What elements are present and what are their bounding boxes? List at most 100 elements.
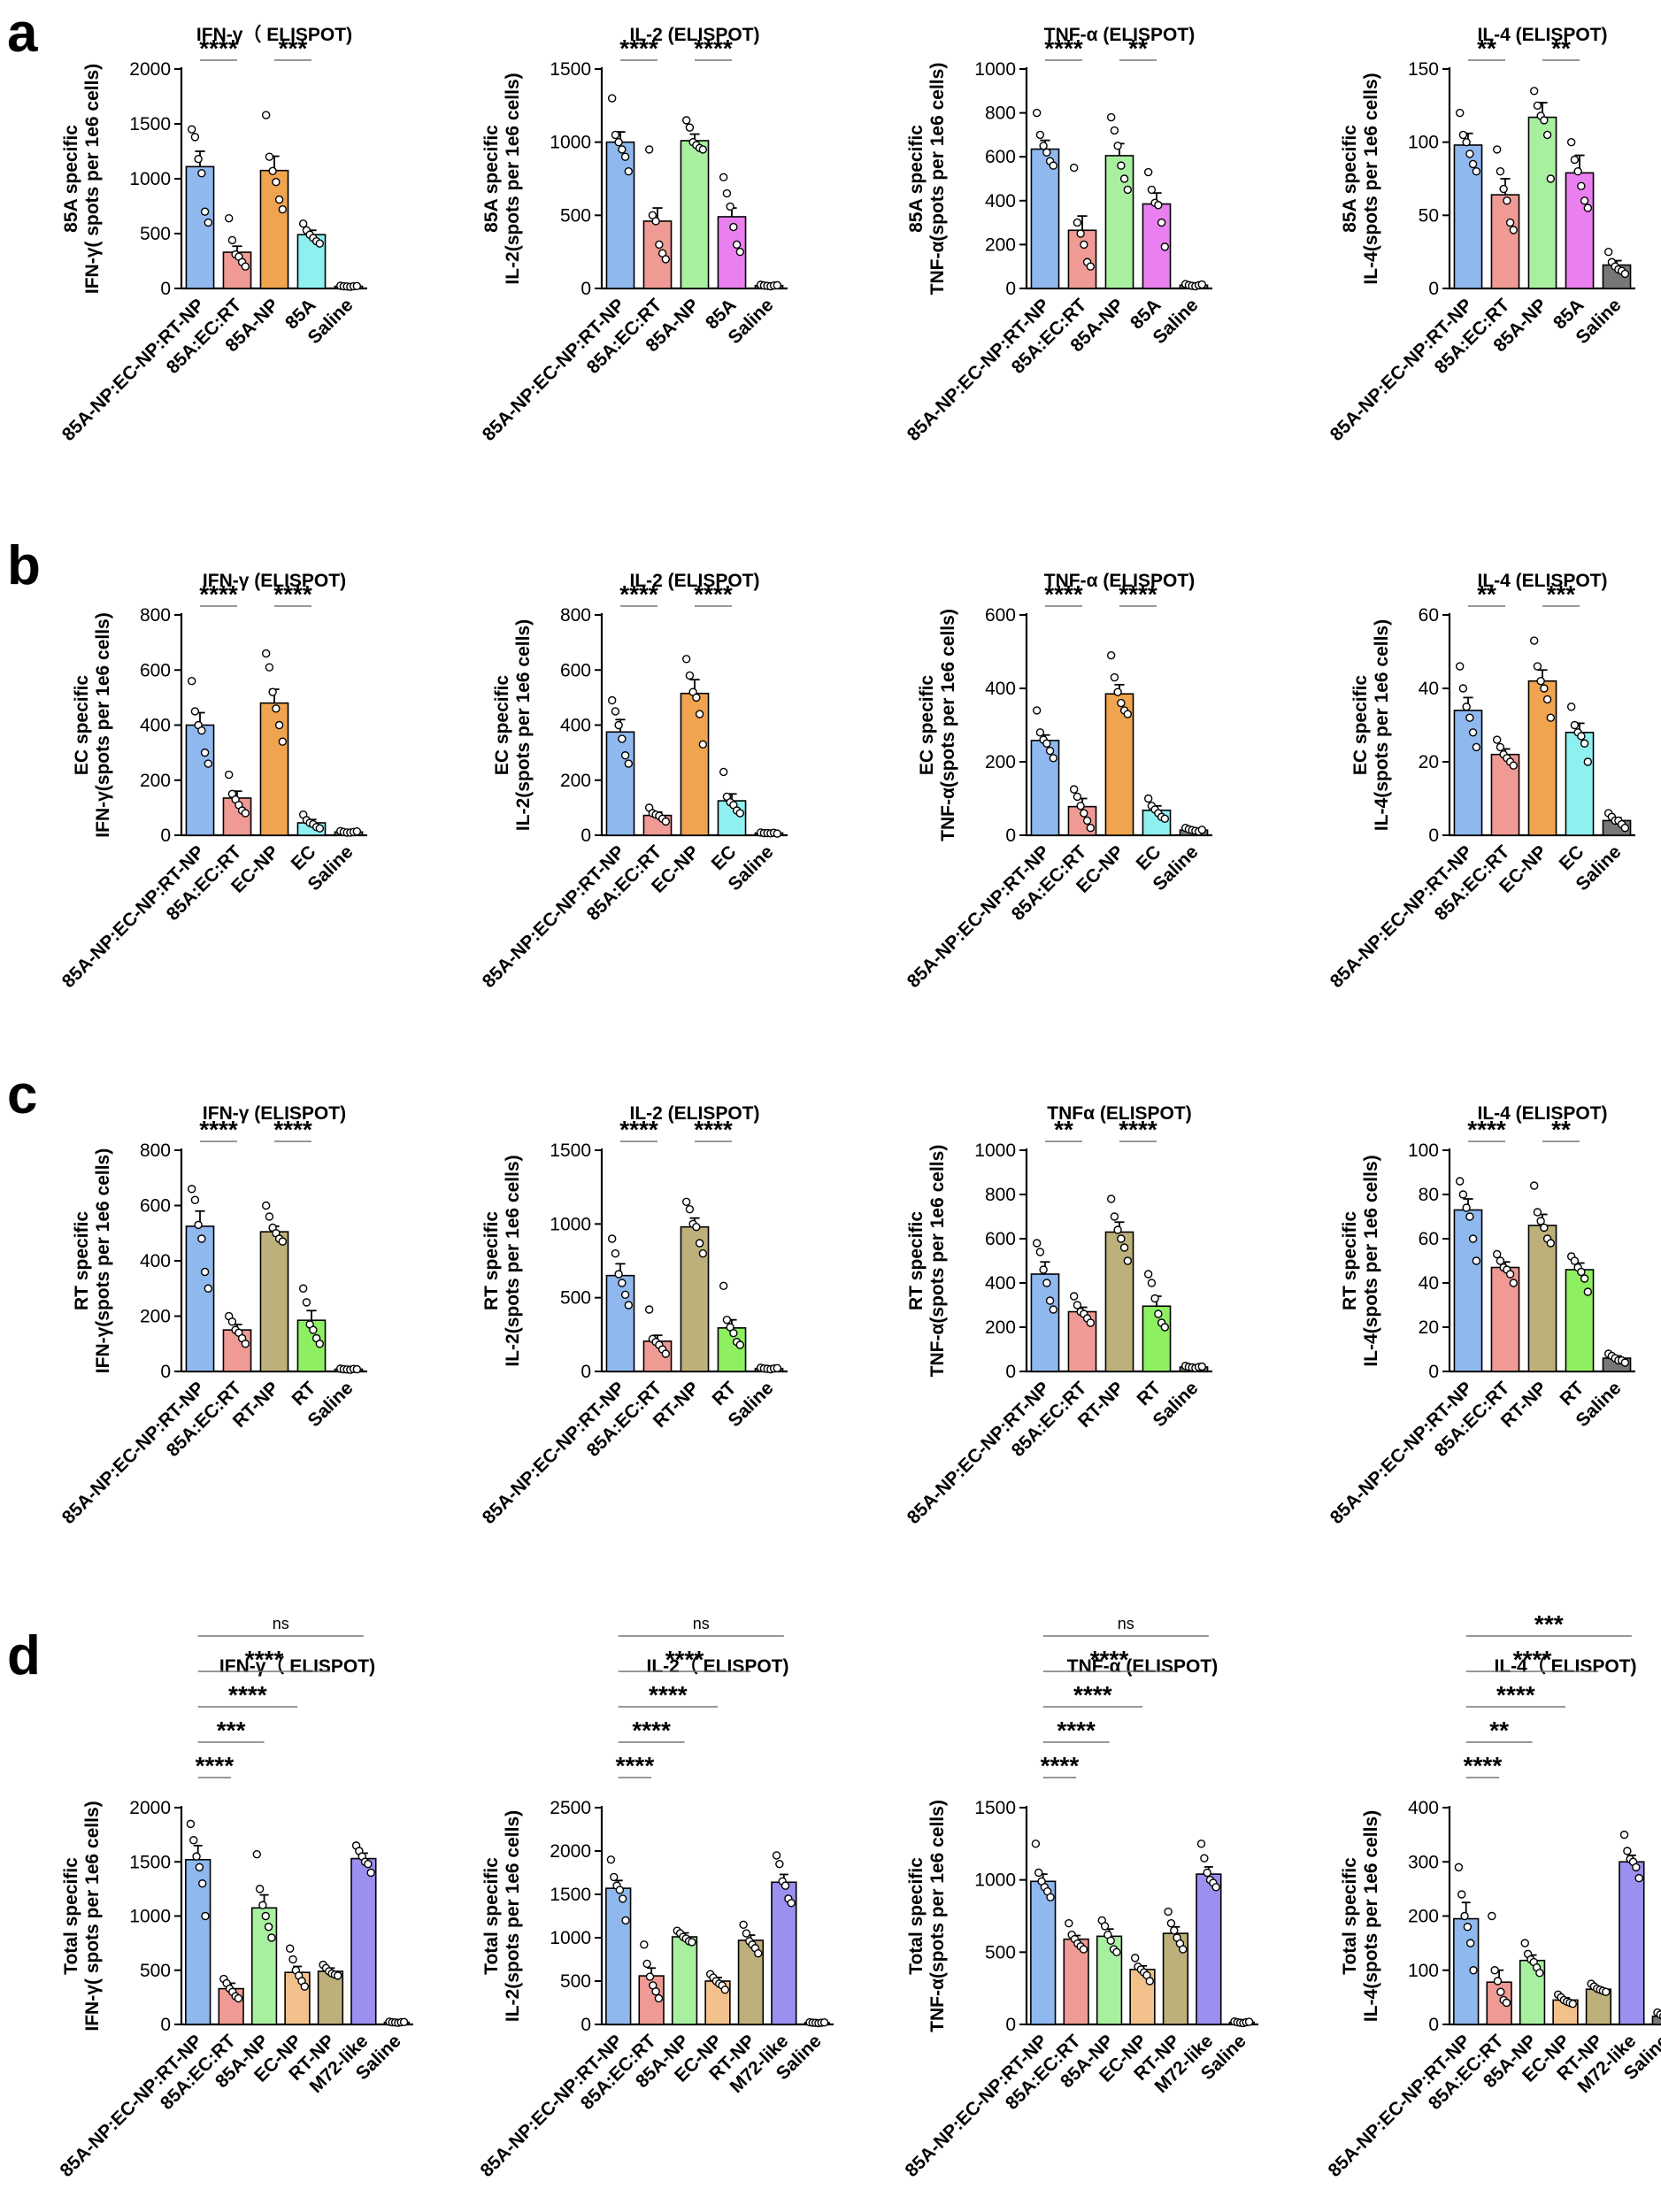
y-tick-label: 0 — [160, 2015, 171, 2035]
significance-label: ** — [1477, 35, 1496, 62]
bar — [185, 724, 215, 836]
chart-c-4: IL-4 (ELISPOT) 0 20 40 60 80 100 RT specific IL-… — [1326, 1103, 1635, 1528]
data-point — [1454, 1863, 1464, 1872]
data-point — [241, 809, 250, 818]
data-point — [1086, 262, 1096, 271]
bar — [185, 1859, 211, 2025]
data-point — [1529, 87, 1539, 96]
y-tick-label: 1500 — [550, 1141, 591, 1161]
data-point — [1073, 218, 1082, 227]
data-point — [1113, 142, 1122, 150]
data-point — [606, 1855, 616, 1864]
chart-c-3: TNFα (ELISPOT) 0 200 400 600 800 1000 RT specif… — [904, 1103, 1212, 1528]
significance-label: **** — [694, 580, 733, 608]
data-point — [773, 280, 782, 290]
data-point — [1154, 1310, 1163, 1318]
data-point — [1634, 1873, 1643, 1883]
chart-b-1: IFN-γ (ELISPOT) 0 200 400 600 800 EC specific I… — [58, 571, 367, 992]
data-point — [315, 1340, 325, 1348]
significance-label: **** — [616, 1752, 655, 1779]
y-tick-label: 0 — [1428, 1362, 1439, 1382]
data-point — [611, 1248, 620, 1258]
data-point — [272, 178, 281, 187]
data-point — [607, 94, 617, 103]
y-tick-label: 150 — [1408, 59, 1439, 80]
data-point — [272, 704, 281, 713]
data-point — [1536, 1217, 1545, 1225]
significance-label: **** — [1119, 580, 1157, 608]
category-label: 85A-NP:EC-NP:RT-NP — [479, 295, 629, 445]
data-point — [719, 767, 728, 777]
significance-label: **** — [694, 1116, 733, 1143]
category-label: 85A-NP:EC-NP:RT-NP — [1325, 2031, 1475, 2181]
y-tick-label: 1000 — [974, 1141, 1016, 1161]
data-point — [1080, 240, 1088, 250]
data-point — [1468, 159, 1478, 169]
data-point — [1197, 280, 1207, 289]
chart-title: IFN-γ（ ELISPOT) — [196, 24, 352, 45]
data-point — [278, 1237, 288, 1246]
bar — [671, 1936, 698, 2025]
significance-label: **** — [199, 580, 238, 608]
bar — [680, 692, 710, 836]
y-tick-label: 800 — [560, 605, 591, 626]
data-point — [1211, 1883, 1220, 1892]
y-tick-label: 20 — [1419, 1317, 1439, 1338]
y-label-line1: 85A specific — [481, 125, 502, 233]
data-point — [1619, 1830, 1629, 1839]
chart-a-4: IL-4 (ELISPOT) 0 50 100 150 85A specific IL-4(… — [1326, 25, 1635, 445]
data-point — [1117, 1234, 1126, 1243]
bar — [1619, 1861, 1645, 2025]
data-point — [1455, 1177, 1465, 1186]
data-point — [200, 207, 210, 216]
category-label: 85A-NP:EC-NP:RT-NP — [479, 841, 629, 992]
y-tick-label: 0 — [581, 826, 591, 846]
y-tick-label: 600 — [140, 1196, 171, 1217]
data-point — [1157, 218, 1166, 227]
data-point — [620, 1290, 630, 1300]
data-point — [642, 1959, 651, 1969]
data-point — [1106, 1194, 1116, 1203]
y-tick-label: 400 — [985, 679, 1016, 699]
y-tick-label: 600 — [140, 660, 171, 680]
chart-title: TNF-α (ELISPOT) — [1044, 25, 1195, 45]
data-point — [1203, 1868, 1211, 1878]
bar — [1565, 172, 1595, 289]
chart-title: IL-4（ ELISPOT) — [1494, 1655, 1636, 1677]
data-point — [735, 247, 745, 257]
data-point — [1032, 1239, 1042, 1248]
data-point — [1492, 145, 1502, 154]
y-tick-label: 400 — [140, 716, 171, 736]
y-label-line2: TNF-α(spots per 1e6 cells) — [927, 1145, 948, 1378]
data-point — [1069, 1292, 1079, 1301]
y-label-line1: Total specific — [481, 1857, 502, 1975]
data-point — [1119, 1243, 1129, 1252]
data-point — [739, 1920, 748, 1930]
y-label-line1: RT specific — [906, 1211, 927, 1310]
data-point — [618, 734, 627, 743]
y-label-line1: EC specific — [1350, 675, 1371, 776]
data-point — [278, 737, 288, 746]
data-point — [1106, 650, 1116, 660]
data-point — [618, 1894, 627, 1903]
bar — [605, 141, 635, 289]
data-point — [1496, 1256, 1505, 1265]
data-point — [366, 1868, 375, 1878]
category-label: 85A-NP:EC-NP:RT-NP — [904, 295, 1054, 445]
data-point — [285, 1944, 295, 1953]
y-tick-label: 0 — [160, 1362, 171, 1382]
data-point — [644, 1305, 654, 1314]
data-point — [274, 720, 284, 730]
data-point — [1580, 196, 1589, 205]
significance-label: **** — [245, 1646, 284, 1673]
y-tick-label: 800 — [140, 1141, 171, 1161]
data-point — [1529, 1181, 1539, 1190]
data-point — [1499, 184, 1508, 194]
data-point — [1049, 161, 1058, 170]
data-point — [1065, 1918, 1073, 1928]
y-tick-label: 0 — [581, 1362, 591, 1382]
data-point — [1143, 167, 1153, 177]
data-point — [278, 205, 288, 214]
data-point — [1042, 1279, 1051, 1287]
y-label-line2: IL-2(spots per 1e6 cells) — [503, 1810, 523, 2022]
